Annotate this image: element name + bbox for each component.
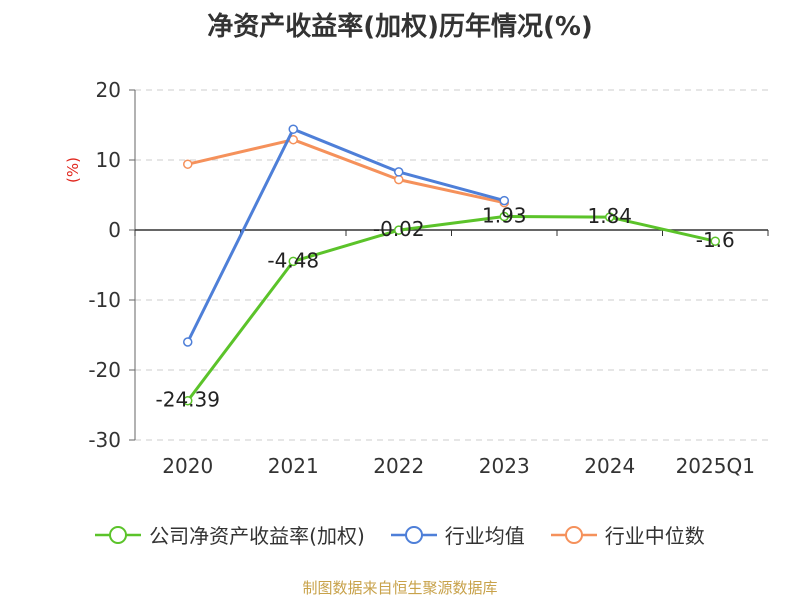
y-tick-label: -20 — [88, 358, 121, 382]
legend-marker-icon — [550, 525, 597, 544]
data-point — [394, 174, 404, 185]
series-line-0 — [186, 214, 716, 402]
legend-label: 行业中位数 — [604, 524, 705, 548]
series-line-1 — [186, 127, 505, 343]
legend-marker-icon — [95, 525, 142, 544]
x-tick-label: 2020 — [162, 454, 213, 478]
data-label: -24.39 — [156, 388, 220, 412]
data-point — [183, 395, 193, 406]
y-tick-label: -10 — [88, 288, 121, 312]
data-point — [183, 159, 193, 169]
legend-marker-icon — [390, 525, 437, 544]
data-point — [288, 124, 298, 134]
legend-item-1[interactable]: 行业均值 — [390, 520, 525, 549]
data-point — [394, 167, 404, 177]
data-label: 1.93 — [482, 203, 527, 227]
data-label: -1.6 — [696, 228, 735, 252]
data-point — [288, 256, 298, 267]
data-point — [605, 212, 615, 222]
data-label: -0.02 — [373, 217, 425, 241]
y-tick-label: 10 — [96, 148, 121, 172]
legend-item-0[interactable]: 公司净资产收益率(加权) — [95, 520, 365, 549]
data-point — [710, 236, 720, 246]
legend-label: 行业均值 — [444, 524, 525, 548]
data-point — [394, 225, 404, 235]
data-point — [499, 195, 509, 206]
x-tick-label: 2023 — [479, 454, 530, 478]
y-tick-label: 0 — [108, 218, 121, 242]
y-axis-label: (%) — [64, 157, 82, 183]
chart-title: 净资产收益率(加权)历年情况(%) — [207, 12, 593, 42]
series-line-2 — [187, 138, 505, 205]
y-tick-label: 20 — [96, 78, 121, 102]
data-label: -4.48 — [267, 248, 319, 272]
legend-item-2[interactable]: 行业中位数 — [550, 520, 705, 549]
legend: 公司净资产收益率(加权) 行业均值 行业中位数 — [0, 520, 800, 549]
data-point — [499, 211, 509, 222]
x-tick-label: 2024 — [584, 454, 635, 478]
x-tick-label: 2025Q1 — [676, 454, 755, 478]
source-note: 制图数据来自恒生聚源数据库 — [302, 579, 498, 597]
legend-label: 公司净资产收益率(加权) — [149, 524, 365, 548]
data-point — [183, 337, 193, 347]
x-tick-label: 2021 — [268, 454, 319, 478]
x-tick-label: 2022 — [373, 454, 424, 478]
y-tick-label: -30 — [88, 428, 121, 452]
data-label: 1.84 — [587, 204, 632, 228]
